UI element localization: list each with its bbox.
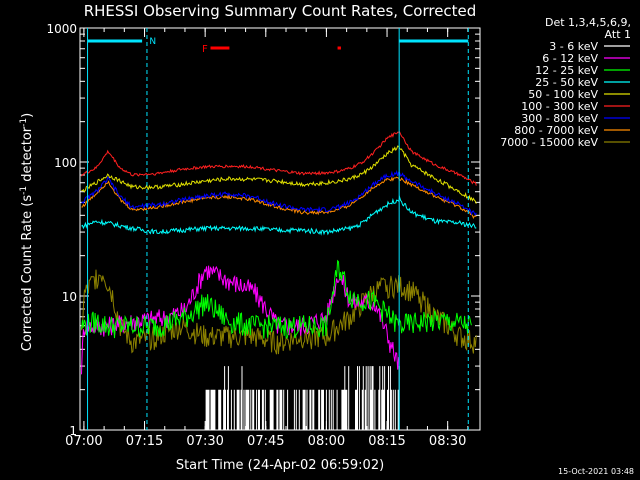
x-tick-label: 07:15 — [126, 434, 163, 449]
series-line-4 — [81, 195, 477, 236]
series-line-7 — [81, 169, 477, 216]
legend-label: 300 - 800 keV — [521, 112, 598, 125]
y-axis-label-sup2: -1 — [19, 118, 29, 127]
legend-label: 12 - 25 keV — [535, 64, 598, 77]
series-line-1 — [205, 366, 400, 430]
legend-label: 25 - 50 keV — [535, 76, 598, 89]
legend-label: 7000 - 15000 keV — [500, 136, 598, 149]
y-axis-label-main: Corrected Count Rate (s — [20, 195, 35, 352]
legend-title: Det 1,3,4,5,6,9, — [545, 16, 631, 29]
y-tick-label: 100 — [54, 156, 77, 170]
x-tick-label: 07:00 — [65, 434, 102, 449]
y-tick-label: 10 — [62, 290, 77, 304]
x-tick-label: 08:15 — [368, 434, 405, 449]
y-tick-label: 1 — [69, 424, 77, 438]
y-axis-label-mid: detector — [20, 126, 35, 186]
x-tick-label: 07:45 — [247, 434, 284, 449]
x-tick-label: 08:30 — [429, 434, 466, 449]
y-axis-label-sup1: -1 — [19, 186, 29, 195]
y-axis-label-end: ) — [20, 113, 35, 118]
x-tick-label: 07:30 — [186, 434, 223, 449]
series-line-3 — [81, 259, 472, 339]
series-line-5 — [81, 145, 477, 204]
x-tick-label: 08:00 — [308, 434, 345, 449]
legend-label: 100 - 300 keV — [521, 100, 598, 113]
chart-title: RHESSI Observing Summary Count Rates, Co… — [84, 2, 477, 20]
series-line-6 — [81, 131, 477, 186]
legend-label: 6 - 12 keV — [542, 52, 598, 65]
y-tick-label: 1000 — [46, 22, 77, 36]
legend-label: 50 - 100 keV — [528, 88, 598, 101]
night-annotation: N — [149, 37, 156, 47]
overlay-layer: NF — [87, 28, 469, 430]
x-axis-label: Start Time (24-Apr-02 06:59:02) — [176, 458, 384, 473]
footer-date: 15-Oct-2021 03:48 — [558, 467, 634, 476]
flare-annotation: F — [202, 44, 208, 55]
legend-title: Att 1 — [605, 28, 631, 41]
legend-label: 3 - 6 keV — [549, 40, 598, 53]
y-axis-label: Corrected Count Rate (s-1 detector-1) — [19, 113, 35, 351]
axis-ticks: 1 10 100 1000 07:00 07:15 07:30 07:45 08:00 08:15… — [46, 22, 480, 449]
legend-label: 800 - 7000 keV — [514, 124, 598, 137]
